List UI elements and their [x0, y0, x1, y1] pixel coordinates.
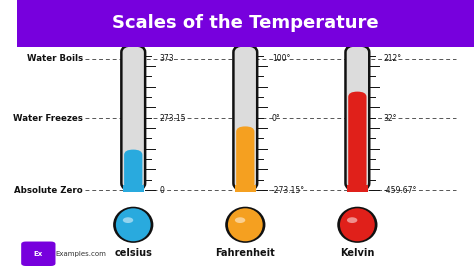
Text: -273.15°: -273.15°	[272, 186, 305, 195]
Text: 0: 0	[160, 186, 164, 195]
Text: 32°: 32°	[384, 114, 397, 123]
Text: Kelvin: Kelvin	[340, 248, 374, 258]
FancyBboxPatch shape	[235, 185, 256, 192]
Ellipse shape	[235, 217, 246, 223]
Text: 373: 373	[160, 54, 174, 63]
Ellipse shape	[113, 207, 154, 243]
FancyBboxPatch shape	[123, 185, 144, 192]
FancyBboxPatch shape	[346, 45, 369, 190]
Text: 0°: 0°	[272, 114, 281, 123]
Ellipse shape	[123, 217, 133, 223]
FancyBboxPatch shape	[233, 45, 257, 190]
FancyBboxPatch shape	[347, 185, 368, 192]
Text: Water Boils: Water Boils	[27, 54, 83, 63]
Ellipse shape	[340, 208, 375, 241]
Text: Scales of the Temperature: Scales of the Temperature	[112, 14, 379, 32]
Text: Water Freezes: Water Freezes	[13, 114, 83, 123]
Text: 212°: 212°	[384, 54, 402, 63]
FancyBboxPatch shape	[121, 45, 145, 190]
Text: -459.67°: -459.67°	[384, 186, 417, 195]
FancyBboxPatch shape	[348, 92, 366, 189]
Text: Examples.com: Examples.com	[55, 251, 106, 257]
Ellipse shape	[225, 207, 265, 243]
Text: 100°: 100°	[272, 54, 290, 63]
Ellipse shape	[116, 208, 151, 241]
Text: 273.15: 273.15	[160, 114, 186, 123]
FancyBboxPatch shape	[17, 0, 474, 47]
Text: Ex: Ex	[34, 251, 43, 257]
Ellipse shape	[228, 208, 263, 241]
FancyBboxPatch shape	[124, 149, 142, 189]
Text: Absolute Zero: Absolute Zero	[14, 186, 83, 195]
Ellipse shape	[347, 217, 357, 223]
FancyBboxPatch shape	[21, 242, 55, 266]
Ellipse shape	[337, 207, 377, 243]
Text: Fahrenheit: Fahrenheit	[215, 248, 275, 258]
FancyBboxPatch shape	[236, 126, 255, 189]
Text: celsius: celsius	[114, 248, 152, 258]
